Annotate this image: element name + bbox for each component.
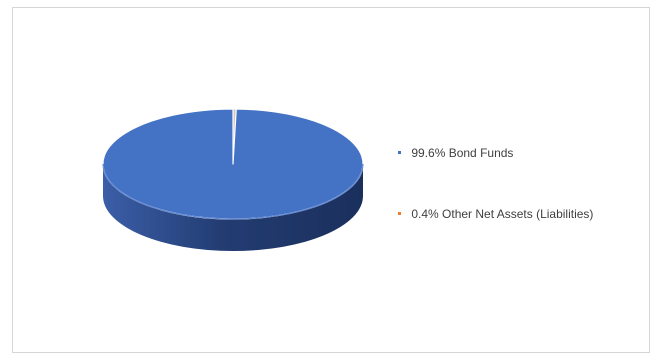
legend-label-other-net-assets: 0.4% Other Net Assets (Liabilities): [411, 207, 594, 221]
pie-rim: [102, 163, 364, 220]
legend-marker-other-net-assets: [398, 212, 401, 216]
legend-marker-bond-funds: [398, 151, 401, 155]
chart-area: 99.6% Bond Funds 0.4% Other Net Assets (…: [12, 7, 650, 353]
legend: 99.6% Bond Funds 0.4% Other Net Assets (…: [398, 145, 648, 222]
pie-chart: [102, 108, 364, 251]
legend-item-bond-funds: 99.6% Bond Funds: [398, 145, 648, 161]
legend-label-bond-funds: 99.6% Bond Funds: [411, 146, 514, 160]
legend-item-other-net-assets: 0.4% Other Net Assets (Liabilities): [398, 206, 648, 222]
pie-side-wall: [103, 164, 363, 251]
pie-slice-bond-funds: [102, 108, 364, 220]
